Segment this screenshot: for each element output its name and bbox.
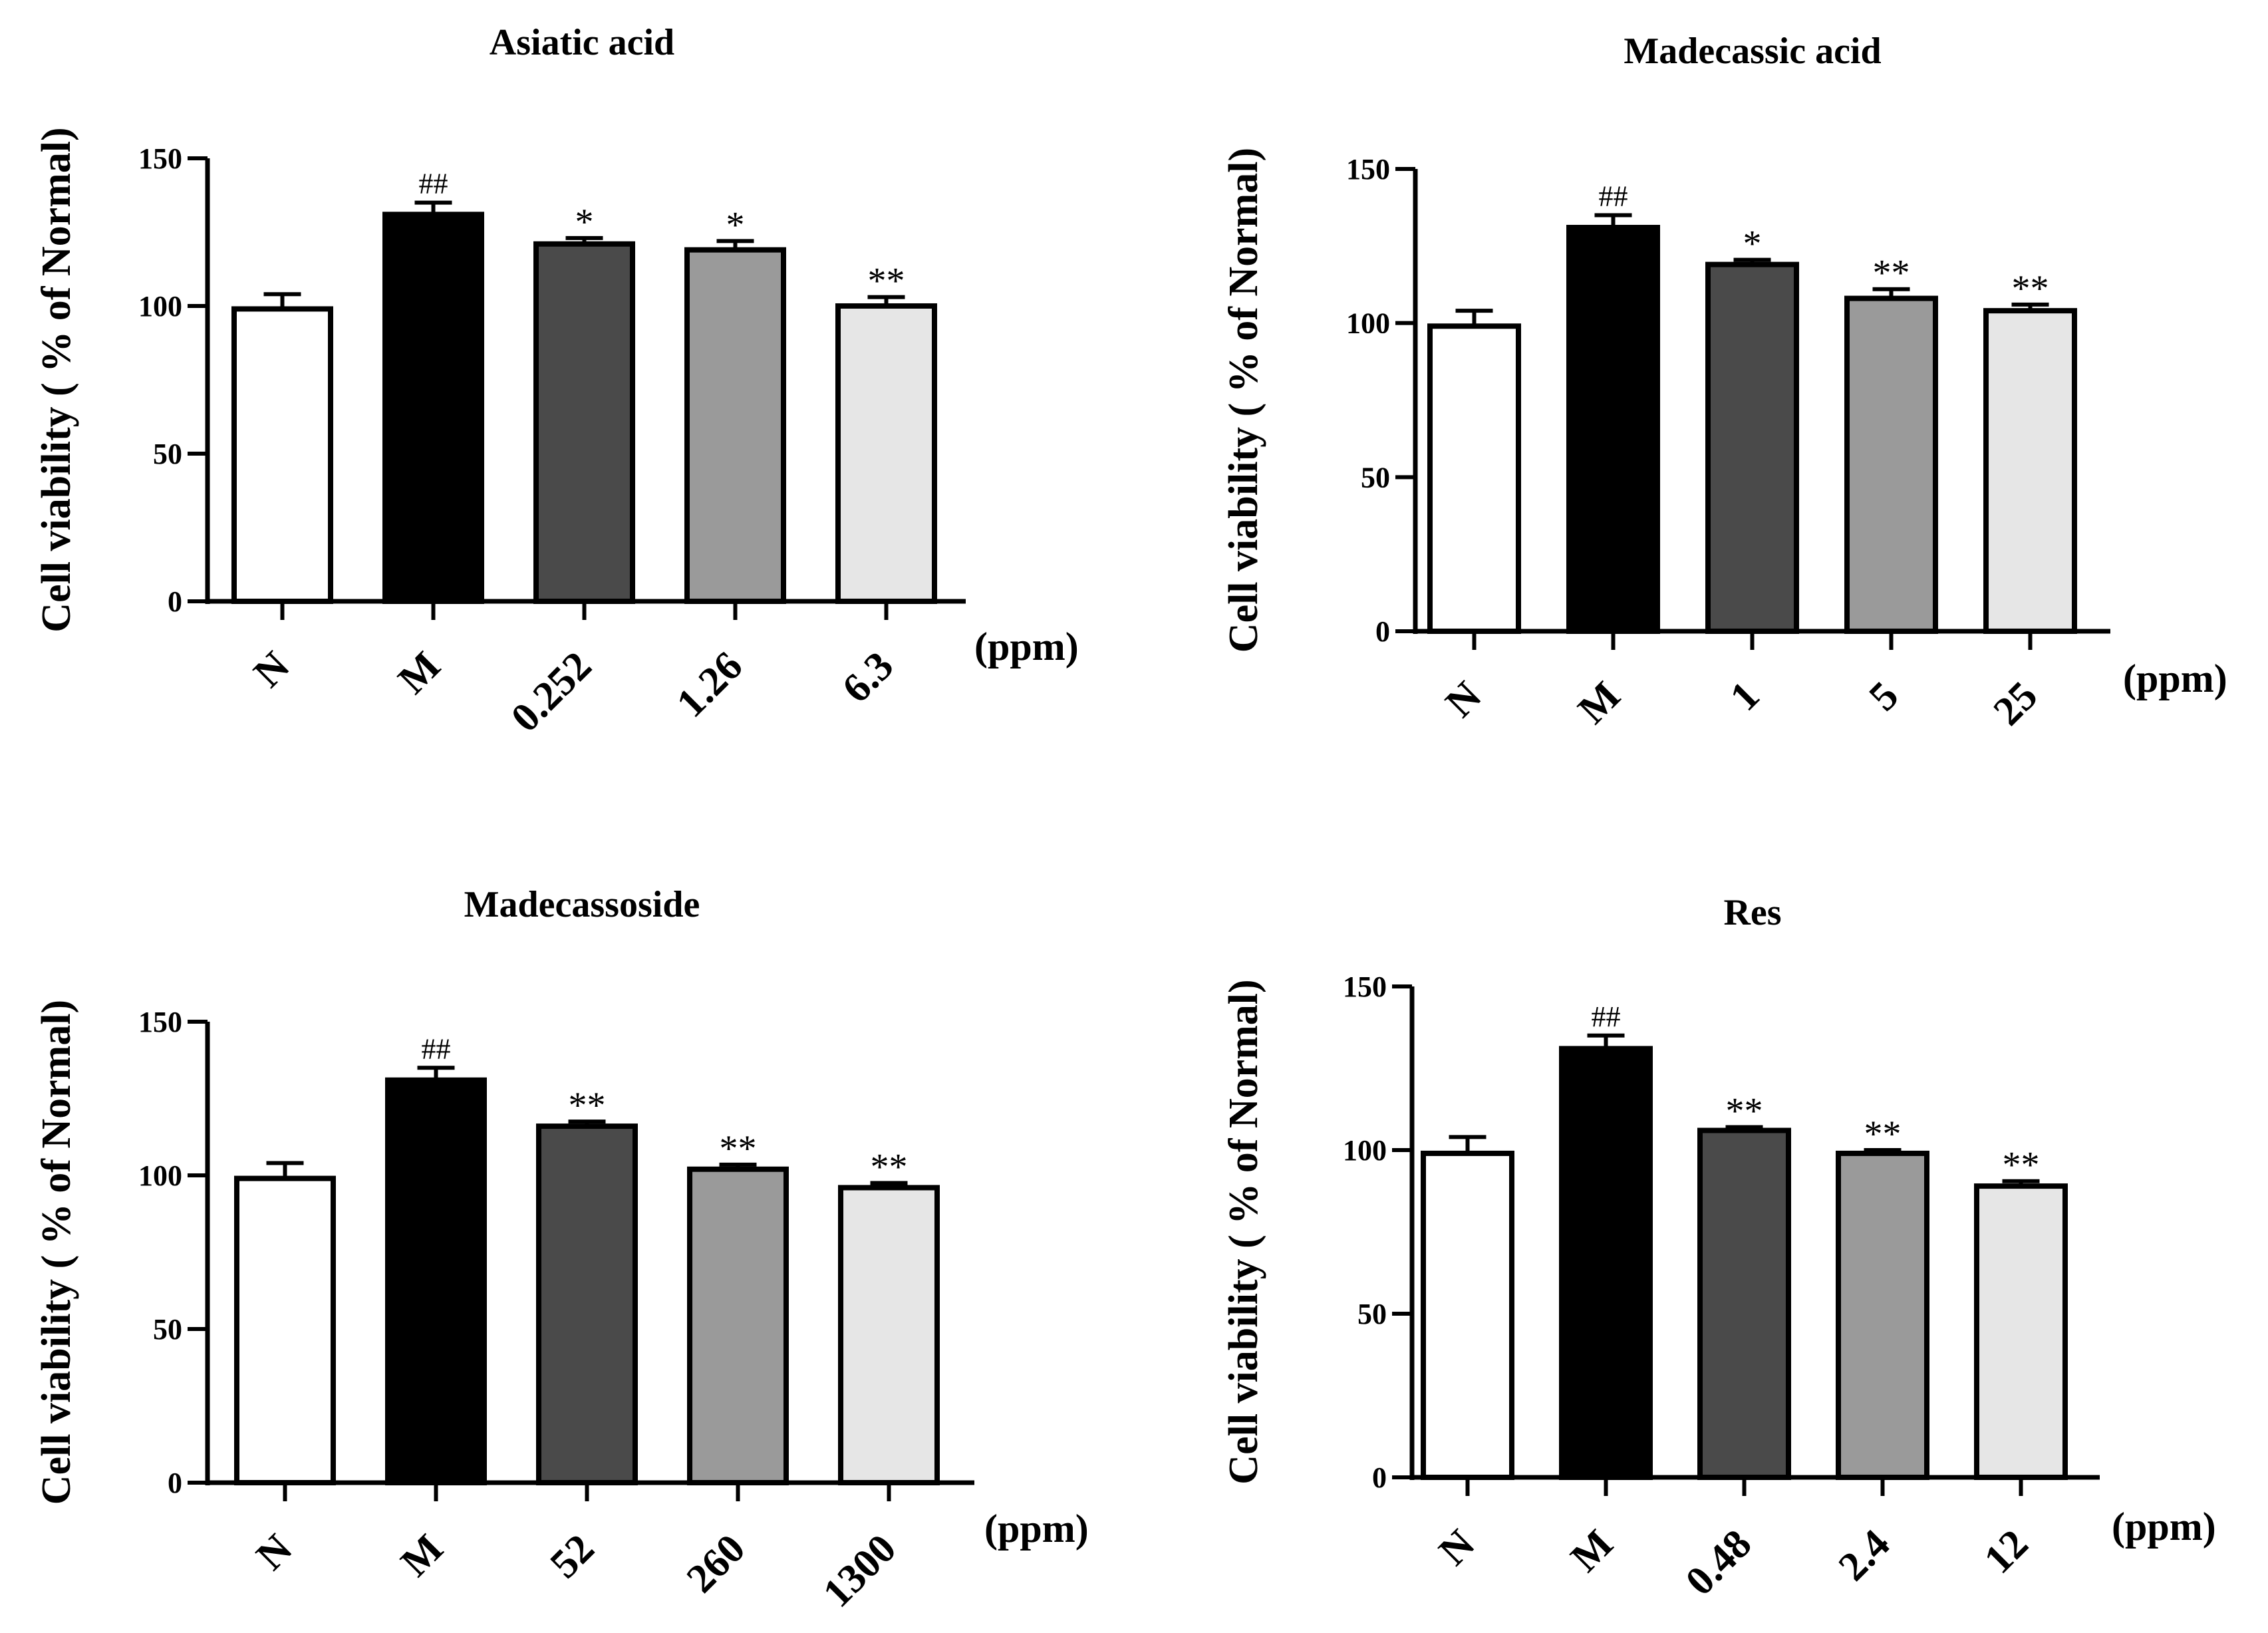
bar-2.4	[1836, 1150, 1929, 1481]
bar-N	[1427, 323, 1521, 634]
chart-panel-4: Res Cell viability ( % of Normal) 0 50 100 15…	[1221, 892, 2216, 1604]
bar-0.48	[1697, 1127, 1791, 1480]
bar-5	[1844, 295, 1938, 634]
significance-label: **	[871, 1147, 908, 1188]
chart-panel-1: Asiatic acid Cell viability ( % of Normal…	[34, 22, 1079, 741]
x-tick-label: M	[392, 1526, 452, 1585]
y-axis-label: Cell viability ( % of Normal)	[34, 127, 79, 632]
bar-12	[1974, 1183, 2068, 1480]
bar-N	[1421, 1150, 1514, 1481]
significance-label: **	[868, 261, 905, 302]
x-tick-label: 25	[1985, 673, 2046, 734]
x-tick-label: 1300	[815, 1526, 905, 1616]
x-tick-label: M	[1562, 1521, 1622, 1580]
bar-N	[231, 306, 333, 604]
y-tick-label: 150	[138, 142, 182, 175]
significance-label: **	[2012, 268, 2049, 309]
bar-25	[1983, 308, 2077, 634]
x-tick-label: 2.4	[1830, 1521, 1899, 1590]
y-tick-label: 100	[1346, 307, 1390, 340]
bar-M	[382, 212, 484, 604]
x-tick-label: M	[390, 643, 449, 702]
x-tick-label: N	[248, 1526, 301, 1579]
significance-label: ##	[1599, 180, 1628, 213]
y-tick-label: 100	[1343, 1134, 1387, 1167]
unit-label: (ppm)	[2112, 1505, 2216, 1549]
y-axis-label: Cell viability ( % of Normal)	[1221, 148, 1266, 653]
bar-52	[536, 1123, 638, 1485]
significance-label: **	[2003, 1145, 2040, 1186]
bar-M	[1559, 1046, 1653, 1480]
bar-1	[1705, 261, 1799, 634]
significance-label: **	[720, 1128, 757, 1169]
chart-title: Madecassoside	[464, 884, 700, 925]
bar-6.3	[835, 303, 937, 604]
significance-label: *	[1743, 223, 1762, 265]
bar-0.252	[533, 241, 635, 604]
x-tick-label: N	[1437, 673, 1490, 726]
chart-title: Madecassic acid	[1624, 31, 1881, 72]
y-tick-label: 0	[1375, 615, 1390, 648]
bar-N	[234, 1175, 336, 1485]
unit-label: (ppm)	[974, 625, 1079, 668]
x-tick-label: 0.48	[1677, 1521, 1761, 1604]
x-tick-label: N	[245, 643, 299, 696]
significance-label: *	[575, 202, 594, 243]
chart-title: Res	[1723, 892, 1781, 933]
y-axis-label: Cell viability ( % of Normal)	[34, 1000, 79, 1505]
y-tick-label: 50	[1357, 1298, 1387, 1330]
significance-label: *	[726, 204, 745, 245]
y-tick-label: 50	[153, 1313, 182, 1346]
y-tick-label: 150	[138, 1006, 182, 1038]
significance-label: ##	[422, 1032, 451, 1065]
significance-label: **	[1726, 1091, 1763, 1132]
significance-label: ##	[419, 168, 448, 200]
bar-M	[1566, 225, 1660, 634]
chart-panel-3: Madecassoside Cell viability ( % of Norma…	[34, 884, 1089, 1616]
y-tick-label: 0	[168, 585, 182, 618]
x-tick-label: 5	[1860, 673, 1907, 720]
unit-label: (ppm)	[2123, 657, 2227, 700]
bar-260	[687, 1166, 789, 1485]
x-tick-label: 1	[1721, 673, 1768, 720]
x-tick-label: 260	[678, 1526, 754, 1602]
significance-label: **	[1873, 253, 1910, 294]
bar-1300	[838, 1185, 940, 1485]
chart-panel-2: Madecassic acid Cell viability ( % of Nor…	[1221, 31, 2227, 734]
x-tick-label: M	[1570, 673, 1629, 732]
y-tick-label: 150	[1343, 970, 1387, 1003]
significance-label: ##	[1592, 1000, 1621, 1033]
x-tick-label: 1.26	[668, 643, 752, 726]
x-tick-label: 6.3	[834, 643, 903, 712]
bar-1.26	[684, 247, 786, 604]
bar-M	[385, 1077, 487, 1485]
chart-title: Asiatic acid	[490, 22, 674, 63]
y-tick-label: 50	[153, 438, 182, 470]
y-tick-label: 100	[138, 290, 182, 323]
y-tick-label: 0	[1372, 1461, 1387, 1494]
y-tick-label: 100	[138, 1159, 182, 1192]
y-tick-label: 50	[1361, 461, 1390, 494]
y-tick-label: 150	[1346, 153, 1390, 186]
y-tick-label: 0	[168, 1467, 182, 1499]
x-tick-label: 12	[1975, 1521, 2037, 1582]
x-tick-label: 0.252	[503, 643, 601, 741]
x-tick-label: 52	[541, 1526, 603, 1587]
y-axis-label: Cell viability ( % of Normal)	[1221, 979, 1266, 1484]
x-tick-label: N	[1431, 1521, 1484, 1574]
significance-label: **	[569, 1085, 606, 1126]
significance-label: **	[1864, 1113, 1902, 1155]
unit-label: (ppm)	[984, 1507, 1089, 1551]
